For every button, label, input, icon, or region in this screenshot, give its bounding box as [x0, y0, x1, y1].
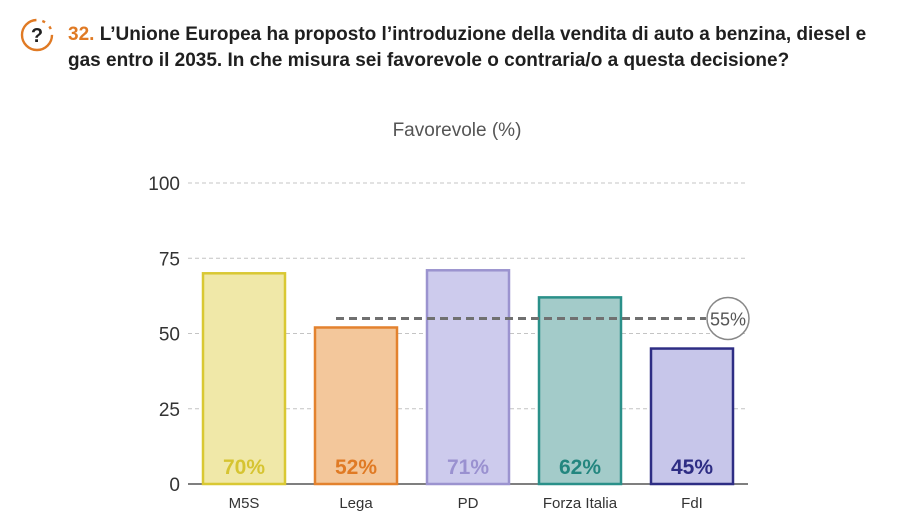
y-tick-label: 50	[159, 325, 180, 346]
x-tick-label: M5S	[229, 495, 260, 512]
y-tick-label: 25	[159, 400, 180, 421]
bar	[649, 347, 735, 486]
y-tick-label: 75	[159, 249, 180, 270]
y-axis: 0 25 50 75 100	[148, 174, 180, 496]
question-number: 32.	[68, 24, 95, 45]
x-axis: M5S Lega PD Forza Italia FdI	[229, 495, 703, 512]
bar	[201, 272, 287, 486]
bar-value-label: 45%	[671, 456, 713, 479]
bar-value-label: 70%	[223, 456, 265, 479]
question-heading: 32. L’Unione Europea ha proposto l’intro…	[68, 22, 888, 74]
question-mark-icon: ?	[20, 18, 54, 52]
bar	[313, 326, 399, 486]
question-mark-glyph: ?	[31, 25, 43, 47]
bar	[425, 269, 511, 486]
bar-value-label: 62%	[559, 456, 601, 479]
reference-value-label: 55%	[710, 309, 746, 329]
chart-title: Favorevole (%)	[393, 120, 522, 141]
x-tick-label: Forza Italia	[543, 495, 618, 512]
y-tick-label: 100	[148, 174, 180, 195]
bar-value-label: 52%	[335, 456, 377, 479]
reference-circle	[706, 296, 750, 341]
x-tick-label: Lega	[339, 495, 373, 512]
reference-line: 55%	[336, 296, 750, 341]
x-tick-label: FdI	[681, 495, 703, 512]
y-tick-label: 0	[169, 475, 180, 496]
x-tick-label: PD	[458, 495, 479, 512]
bar	[537, 296, 623, 486]
bars: 70% 52% 71% 62% 45%	[201, 269, 735, 486]
bar-value-label: 71%	[447, 456, 489, 479]
question-text: L’Unione Europea ha proposto l’introduzi…	[68, 24, 867, 71]
